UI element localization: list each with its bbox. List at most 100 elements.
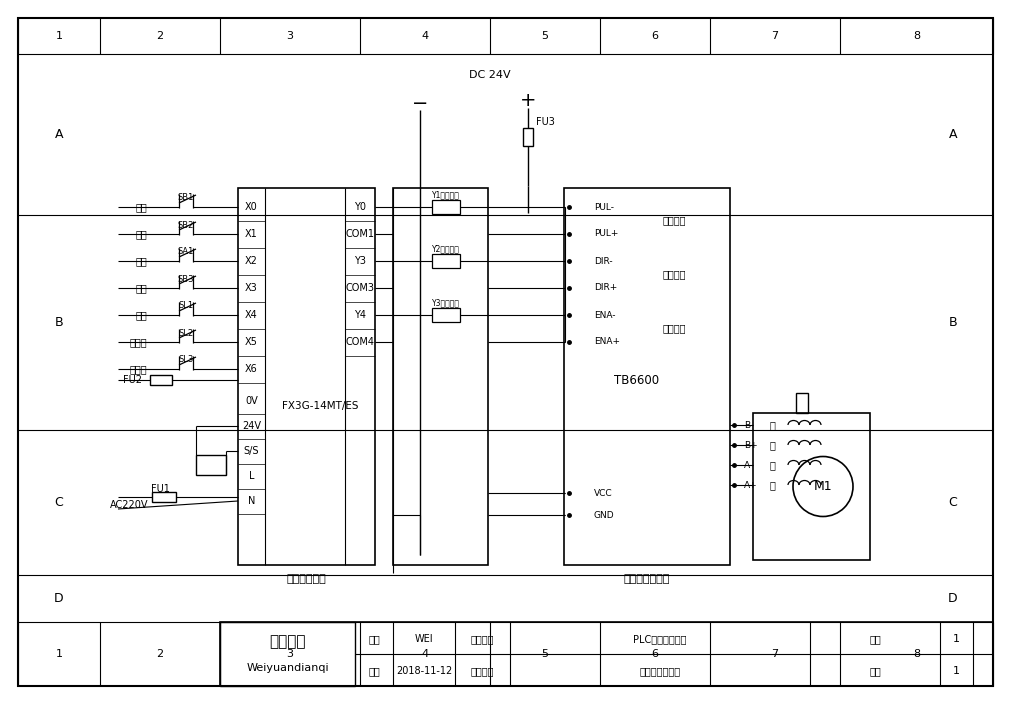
- Text: A+: A+: [744, 480, 758, 490]
- Text: PUL+: PUL+: [594, 229, 618, 239]
- Text: 绿: 绿: [770, 460, 776, 470]
- Text: X3: X3: [245, 283, 258, 293]
- Text: 项目名称: 项目名称: [471, 634, 494, 644]
- Text: 5: 5: [542, 31, 548, 41]
- Text: 2: 2: [156, 31, 163, 41]
- Bar: [220, 622, 355, 686]
- Text: A: A: [949, 128, 957, 141]
- Text: 回归: 回归: [136, 283, 147, 293]
- Text: 1: 1: [56, 31, 63, 41]
- Text: PUL-: PUL-: [594, 202, 614, 212]
- Text: DC 24V: DC 24V: [469, 70, 511, 80]
- Text: 1: 1: [56, 649, 63, 659]
- Text: 6: 6: [651, 649, 658, 659]
- Text: 伟樽电气: 伟樽电气: [269, 635, 306, 650]
- Text: 6: 6: [651, 31, 658, 41]
- Text: SA1: SA1: [178, 247, 194, 257]
- Text: SL3: SL3: [178, 356, 193, 364]
- Bar: [393, 188, 488, 565]
- Text: B-: B-: [744, 420, 754, 429]
- Bar: [238, 188, 375, 565]
- Text: M1: M1: [813, 480, 833, 493]
- Text: 脉冲信号: 脉冲信号: [663, 216, 686, 226]
- Text: 可编程控制器: 可编程控制器: [287, 574, 326, 584]
- Text: 5: 5: [542, 649, 548, 659]
- Text: Y3: Y3: [354, 256, 366, 266]
- Bar: [795, 393, 807, 413]
- Text: X1: X1: [245, 229, 258, 239]
- Text: COM1: COM1: [345, 229, 375, 239]
- Text: FU1: FU1: [151, 484, 169, 494]
- Text: Y3限流电阻: Y3限流电阻: [432, 298, 460, 308]
- Text: PLC控制步进电机: PLC控制步进电机: [633, 634, 687, 644]
- Text: 分页: 分页: [869, 634, 881, 644]
- Text: X4: X4: [245, 310, 258, 320]
- Bar: [432, 254, 460, 268]
- Text: COM4: COM4: [345, 337, 375, 347]
- Text: 启动: 启动: [136, 202, 147, 212]
- Text: 7: 7: [772, 649, 779, 659]
- Text: ENA-: ENA-: [594, 310, 616, 320]
- Bar: [196, 455, 226, 475]
- Bar: [152, 492, 176, 502]
- Text: Y0: Y0: [354, 202, 366, 212]
- Bar: [432, 200, 460, 214]
- Bar: [523, 128, 533, 146]
- Text: 8: 8: [913, 31, 920, 41]
- Text: 4: 4: [421, 649, 428, 659]
- Text: B: B: [55, 316, 63, 329]
- Text: 文件名称: 文件名称: [471, 666, 494, 676]
- Text: 1: 1: [953, 634, 960, 644]
- Text: D: D: [948, 592, 958, 605]
- Text: DIR-: DIR-: [594, 257, 613, 265]
- Text: 3: 3: [287, 31, 294, 41]
- Bar: [220, 622, 993, 686]
- Text: 1: 1: [953, 666, 960, 676]
- Bar: [753, 413, 870, 560]
- Text: SB3: SB3: [177, 275, 194, 283]
- Text: Weiyuandianqi: Weiyuandianqi: [246, 663, 329, 673]
- Text: 红: 红: [770, 480, 776, 490]
- Bar: [564, 188, 730, 565]
- Text: SB1: SB1: [178, 194, 194, 202]
- Text: TB6600: TB6600: [615, 374, 659, 386]
- Text: +: +: [520, 90, 536, 110]
- Text: 7: 7: [772, 31, 779, 41]
- Text: 2: 2: [156, 649, 163, 659]
- Text: X2: X2: [245, 256, 258, 266]
- Text: 正极限: 正极限: [130, 337, 147, 347]
- Text: A: A: [55, 128, 63, 141]
- Text: Y4: Y4: [354, 310, 366, 320]
- Text: FU2: FU2: [123, 375, 142, 385]
- Text: Y1限流电阻: Y1限流电阻: [432, 191, 460, 199]
- Text: B+: B+: [744, 440, 758, 450]
- Text: 设计: 设计: [368, 634, 380, 644]
- Text: 日期: 日期: [368, 666, 380, 676]
- Text: 3: 3: [287, 649, 294, 659]
- Text: 方向信号: 方向信号: [663, 270, 686, 280]
- Text: FU3: FU3: [536, 117, 555, 127]
- Text: 控制回路原理图: 控制回路原理图: [639, 666, 681, 676]
- Text: SL1: SL1: [178, 302, 193, 310]
- Text: 原点: 原点: [136, 310, 147, 320]
- Text: X5: X5: [245, 337, 258, 347]
- Text: Y2限流电阻: Y2限流电阻: [432, 244, 460, 254]
- Text: X6: X6: [245, 364, 258, 374]
- Text: GND: GND: [594, 511, 615, 520]
- Text: C: C: [948, 496, 957, 509]
- Text: B: B: [949, 316, 957, 329]
- Text: SB2: SB2: [178, 221, 194, 229]
- Text: 脱机信号: 脱机信号: [663, 323, 686, 333]
- Text: L: L: [249, 471, 254, 481]
- Text: DIR+: DIR+: [594, 283, 617, 293]
- Text: 急停: 急停: [136, 229, 147, 239]
- Text: WEI: WEI: [414, 634, 434, 644]
- Text: C: C: [55, 496, 64, 509]
- Text: COM3: COM3: [345, 283, 375, 293]
- Bar: [150, 375, 172, 385]
- Text: 24V: 24V: [242, 421, 261, 431]
- Text: 2018-11-12: 2018-11-12: [396, 666, 452, 676]
- Text: 4: 4: [421, 31, 428, 41]
- Text: 8: 8: [913, 649, 920, 659]
- Text: 反极限: 反极限: [130, 364, 147, 374]
